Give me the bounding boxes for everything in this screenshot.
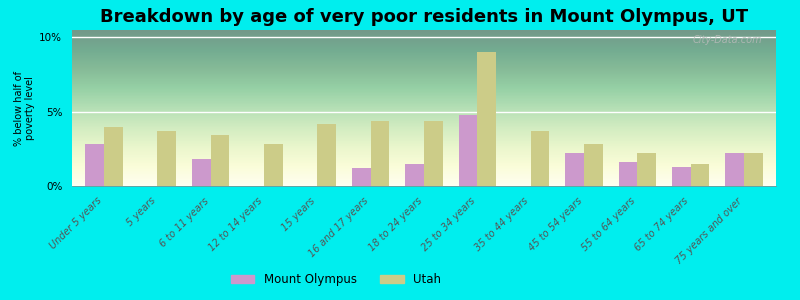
Bar <box>86 144 104 186</box>
Legend: Mount Olympus, Utah: Mount Olympus, Utah <box>226 269 446 291</box>
Bar <box>424 121 442 186</box>
Bar <box>192 159 210 186</box>
Y-axis label: % below half of
poverty level: % below half of poverty level <box>14 70 35 146</box>
Title: Breakdown by age of very poor residents in Mount Olympus, UT: Breakdown by age of very poor residents … <box>100 8 748 26</box>
Bar <box>478 52 496 186</box>
Bar <box>726 153 744 186</box>
Text: City-Data.com: City-Data.com <box>692 35 762 45</box>
Bar <box>370 121 390 186</box>
Bar <box>104 127 122 186</box>
Bar <box>638 153 656 186</box>
Bar <box>406 164 424 186</box>
Bar <box>618 162 638 186</box>
Bar <box>158 131 176 186</box>
Bar <box>530 131 550 186</box>
Bar <box>744 153 762 186</box>
Bar <box>458 115 478 186</box>
Bar <box>566 153 584 186</box>
Bar <box>690 164 710 186</box>
Bar <box>210 136 230 186</box>
Bar <box>318 124 336 186</box>
Bar <box>672 167 690 186</box>
Bar <box>264 144 282 186</box>
Bar <box>584 144 602 186</box>
Bar <box>352 168 370 186</box>
